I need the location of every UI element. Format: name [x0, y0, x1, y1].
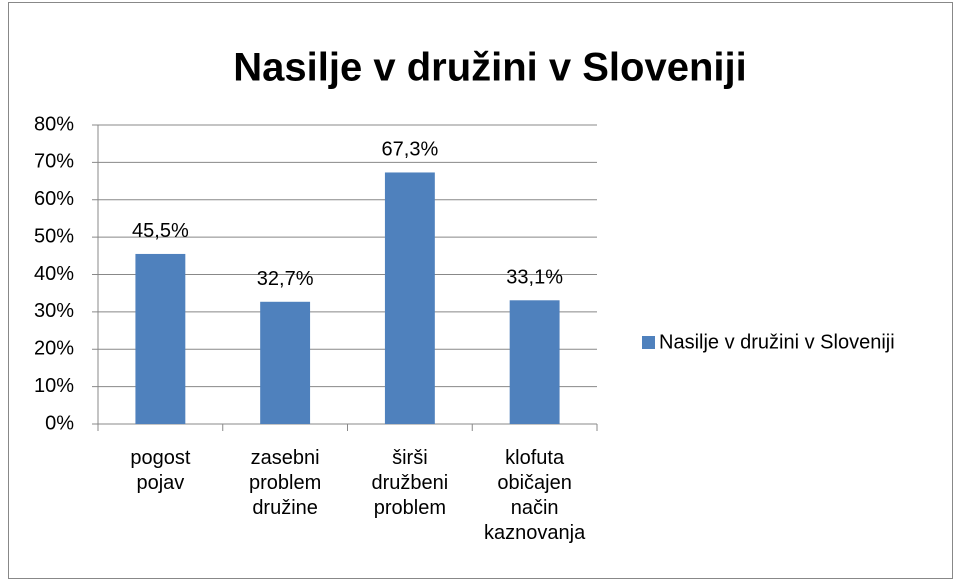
bar [260, 301, 311, 424]
y-tick-label: 0% [45, 412, 74, 434]
bar [509, 300, 560, 424]
y-tick-label: 60% [34, 188, 74, 210]
y-tick-label: 20% [34, 338, 74, 360]
chart-title: Nasilje v družini v Sloveniji [233, 46, 747, 90]
data-label: 32,7% [257, 268, 314, 290]
data-label: 33,1% [506, 267, 563, 289]
y-tick-label: 50% [34, 225, 74, 247]
y-tick-label: 30% [34, 300, 74, 322]
bar [384, 172, 435, 424]
y-tick-label: 80% [34, 113, 74, 135]
x-tick-label: širši družbeni problem [371, 447, 449, 519]
x-tick-label: zasebni problem družine [248, 447, 322, 519]
legend-label: Nasilje v družini v Sloveniji [659, 331, 895, 353]
data-label: 45,5% [132, 220, 189, 242]
data-label: 67,3% [382, 139, 439, 161]
x-tick-label: klofuta običajen način kaznovanja [484, 447, 586, 544]
legend-swatch [642, 336, 655, 349]
y-tick-label: 70% [34, 151, 74, 173]
y-tick-label: 40% [34, 263, 74, 285]
x-tick-label: pogost pojav [130, 447, 191, 494]
y-tick-label: 10% [34, 375, 74, 397]
bar [135, 253, 186, 424]
